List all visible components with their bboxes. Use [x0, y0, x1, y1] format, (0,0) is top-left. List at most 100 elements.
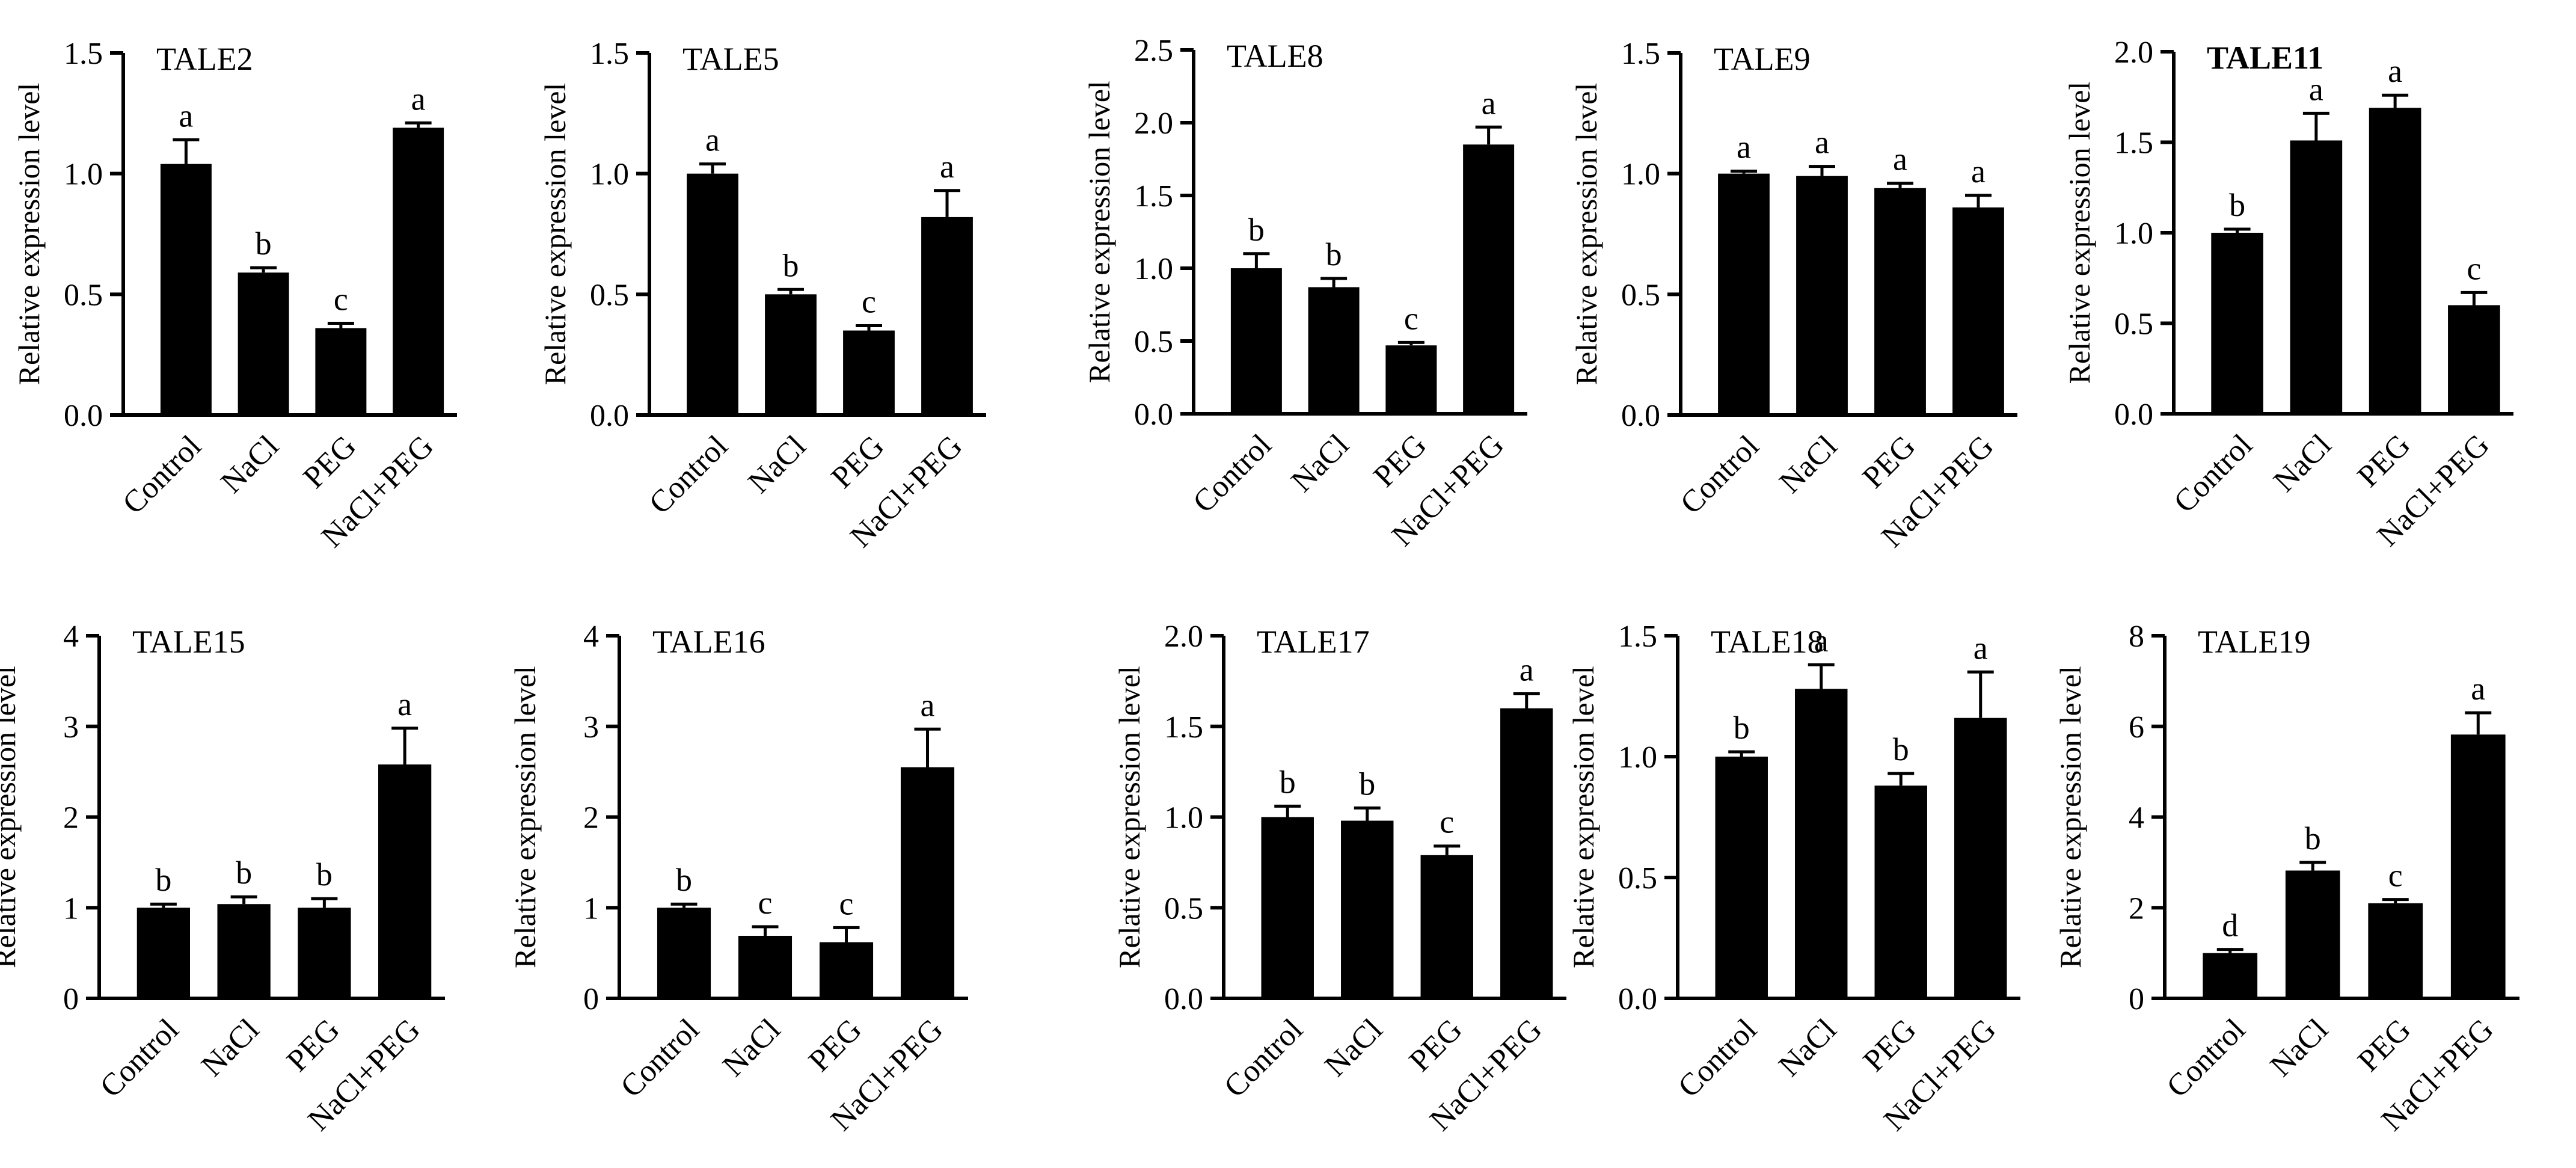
bar	[2368, 903, 2423, 998]
y-tick-label: 1.0	[2114, 217, 2153, 251]
bar	[2211, 233, 2263, 414]
significance-letter: b	[676, 862, 692, 898]
bar	[1952, 207, 2004, 415]
x-tick-label: NaCl	[215, 429, 286, 500]
y-tick-label: 0.5	[64, 278, 103, 312]
chart-title: TALE16	[652, 624, 765, 660]
y-tick-label: 2	[63, 801, 79, 835]
chart-title: TALE17	[1257, 624, 1370, 660]
bar	[2290, 140, 2343, 414]
chart-panel-tale15: 0 1 2 3 4 Relative expression level TALE15 b Con…	[0, 619, 445, 1137]
y-tick-label: 0.5	[2114, 307, 2153, 342]
y-tick-label: 1.0	[1621, 158, 1660, 192]
x-tick-label: Control	[1672, 1012, 1764, 1104]
y-tick-label: 0.0	[2114, 398, 2153, 432]
y-axis-label: Relative expression level	[2053, 666, 2087, 968]
x-tick-label: NaCl	[195, 1012, 266, 1083]
y-axis-label: Relative expression level	[1112, 666, 1146, 968]
bar	[136, 908, 191, 998]
x-tick-label: PEG	[1403, 1012, 1469, 1078]
significance-letter: c	[1440, 804, 1454, 840]
chart-title: TALE11	[2207, 40, 2323, 76]
chart-title: TALE2	[156, 41, 253, 77]
significance-letter: a	[1973, 630, 1988, 666]
significance-letter: b	[316, 856, 333, 893]
bar	[1230, 268, 1282, 414]
y-tick-label: 2	[2129, 891, 2144, 926]
significance-letter: a	[397, 686, 412, 722]
bar	[1341, 820, 1394, 998]
x-tick-label: Control	[2167, 428, 2259, 520]
significance-letter: c	[862, 284, 876, 320]
significance-letter: a	[1482, 85, 1496, 121]
x-tick-label: Control	[614, 1012, 706, 1104]
x-tick-label: Control	[1218, 1012, 1310, 1104]
y-tick-label: 1	[63, 891, 79, 926]
chart-title: TALE19	[2198, 624, 2311, 660]
y-tick-label: 1.5	[1164, 710, 1203, 745]
y-axis-label: Relative expression level	[1569, 83, 1603, 386]
chart-title: TALE15	[132, 624, 245, 660]
y-tick-label: 1.0	[1618, 740, 1657, 775]
bar	[1795, 689, 1848, 998]
x-tick-label: NaCl	[1318, 1012, 1389, 1083]
significance-letter: a	[940, 149, 954, 185]
chart-panel-tale2: 0.0 0.5 1.0 1.5 Relative expression level TAL…	[12, 37, 457, 554]
significance-letter: b	[256, 226, 272, 262]
chart-panel-tale8: 0.0 0.5 1.0 1.5 2.0 2.5 Relative expression le…	[1082, 34, 1527, 553]
y-tick-label: 0.0	[64, 399, 103, 433]
y-tick-label: 0	[583, 982, 599, 1016]
significance-letter: c	[758, 885, 773, 921]
bar	[1500, 708, 1553, 998]
y-tick-label: 0.0	[1134, 398, 1173, 432]
significance-letter: a	[411, 81, 426, 117]
y-tick-label: 0.0	[590, 399, 629, 433]
chart-panel-tale9: 0.0 0.5 1.0 1.5 Relative expression level TAL…	[1569, 37, 2017, 554]
bar	[2203, 953, 2258, 998]
chart-title: TALE8	[1227, 38, 1323, 74]
x-tick-label: NaCl	[716, 1012, 787, 1083]
significance-letter: a	[2388, 53, 2402, 89]
x-tick-label: Control	[2160, 1012, 2252, 1104]
bar	[217, 904, 271, 998]
bar	[393, 128, 444, 415]
y-tick-label: 1.5	[64, 37, 103, 71]
y-tick-label: 0.5	[590, 278, 629, 312]
significance-letter: a	[705, 122, 720, 158]
y-tick-label: 0.0	[1621, 399, 1660, 433]
y-tick-label: 1.0	[64, 158, 103, 192]
significance-letter: a	[921, 687, 935, 723]
y-tick-label: 0.5	[1164, 891, 1203, 926]
y-axis-label: Relative expression level	[2062, 82, 2096, 384]
bar	[843, 330, 895, 415]
significance-letter: c	[2467, 250, 2481, 286]
significance-letter: d	[2222, 908, 2238, 944]
significance-letter: a	[1814, 622, 1829, 659]
x-tick-label: Control	[116, 429, 208, 521]
y-tick-label: 2	[583, 801, 599, 835]
bar	[738, 935, 793, 998]
significance-letter: a	[179, 97, 193, 134]
bar	[1874, 785, 1927, 998]
bar	[378, 764, 432, 998]
chart-panel-tale17: 0.0 0.5 1.0 1.5 2.0 Relative expression level…	[1112, 619, 1566, 1137]
bar	[657, 908, 711, 998]
bar	[315, 328, 367, 415]
bar	[2450, 734, 2506, 998]
chart-panel-tale5: 0.0 0.5 1.0 1.5 Relative expression level TAL…	[538, 37, 986, 554]
bar	[921, 217, 973, 415]
y-tick-label: 2.5	[1134, 34, 1173, 68]
significance-letter: a	[1971, 153, 1986, 189]
chart-panel-tale16: 0 1 2 3 4 Relative expression level TALE16 b Con…	[508, 619, 968, 1137]
significance-letter: a	[1737, 129, 1751, 165]
y-axis-label: Relative expression level	[0, 666, 22, 968]
bar	[2369, 108, 2421, 414]
bar	[1715, 757, 1768, 998]
y-axis-label: Relative expression level	[1082, 81, 1116, 383]
chart-title: TALE5	[682, 41, 779, 77]
bar	[1463, 144, 1515, 414]
y-tick-label: 4	[583, 619, 599, 654]
x-tick-label: PEG	[2351, 428, 2417, 494]
significance-letter: a	[2471, 671, 2485, 707]
significance-letter: a	[2309, 71, 2323, 107]
